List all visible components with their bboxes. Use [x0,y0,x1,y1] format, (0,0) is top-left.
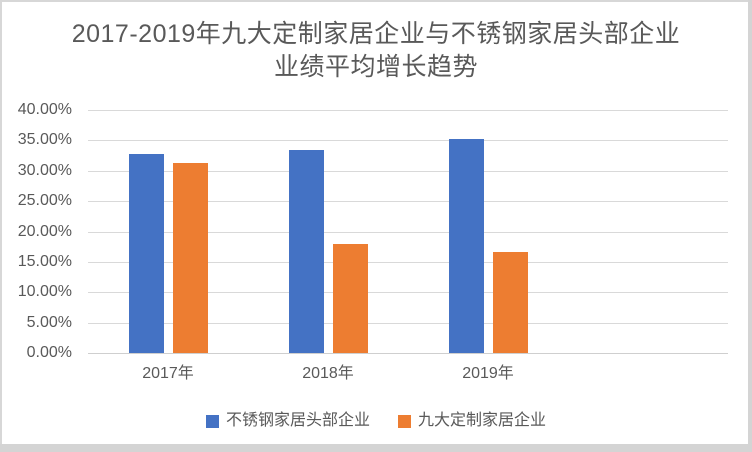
bar-series1-2019年 [448,139,484,353]
y-tick-label: 30.00% [17,161,72,179]
legend-label: 九大定制家居企业 [418,412,547,429]
bar-series1-2018年 [288,150,324,353]
gridline [88,110,728,111]
legend: 不锈钢家居头部企业 九大定制家居企业 [0,411,752,431]
bar-series1-2017年 [128,154,164,353]
gridline [88,261,728,263]
y-tick-label: 5.00% [26,313,72,331]
frame-edge-top [0,0,752,2]
bar-series2-2019年 [492,252,528,353]
frame-edge-right [748,0,752,452]
y-tick-label: 0.00% [26,344,72,361]
chart-title: 2017-2019年九大定制家居企业与不锈钢家居头部企业 业绩平均增长趋势 [0,18,752,84]
bar-series2-2017年 [172,163,208,353]
frame-edge-left [0,0,2,452]
y-tick-label: 35.00% [17,131,72,149]
x-tick-label: 2018年 [302,365,354,382]
bar-series2-2018年 [332,244,368,353]
y-tick-label: 20.00% [17,222,72,240]
legend-swatch-icon [205,414,219,428]
frame-edge-bottom [0,444,752,452]
y-tick-label: 25.00% [17,192,72,210]
chart-title-line2: 业绩平均增长趋势 [273,53,478,81]
y-tick-label: 15.00% [17,252,72,270]
gridline [88,231,728,233]
gridline [88,170,728,172]
legend-label: 不锈钢家居头部企业 [225,412,370,429]
gridline [88,140,728,142]
y-tick-label: 40.00% [17,101,72,118]
x-axis-line [88,353,728,354]
legend-swatch-icon [398,414,411,428]
legend-item-series2: 九大定制家居企业 [398,411,546,431]
x-tick-label: 2017年 [142,365,194,382]
legend-item-series1: 不锈钢家居头部企业 [205,411,370,431]
y-tick-label: 10.00% [17,283,72,301]
gridline [88,292,728,294]
gridline [88,322,728,324]
gridline [88,201,728,203]
chart-title-line1: 2017-2019年九大定制家居企业与不锈钢家居头部企业 [71,20,681,48]
x-tick-label: 2019年 [462,365,514,382]
